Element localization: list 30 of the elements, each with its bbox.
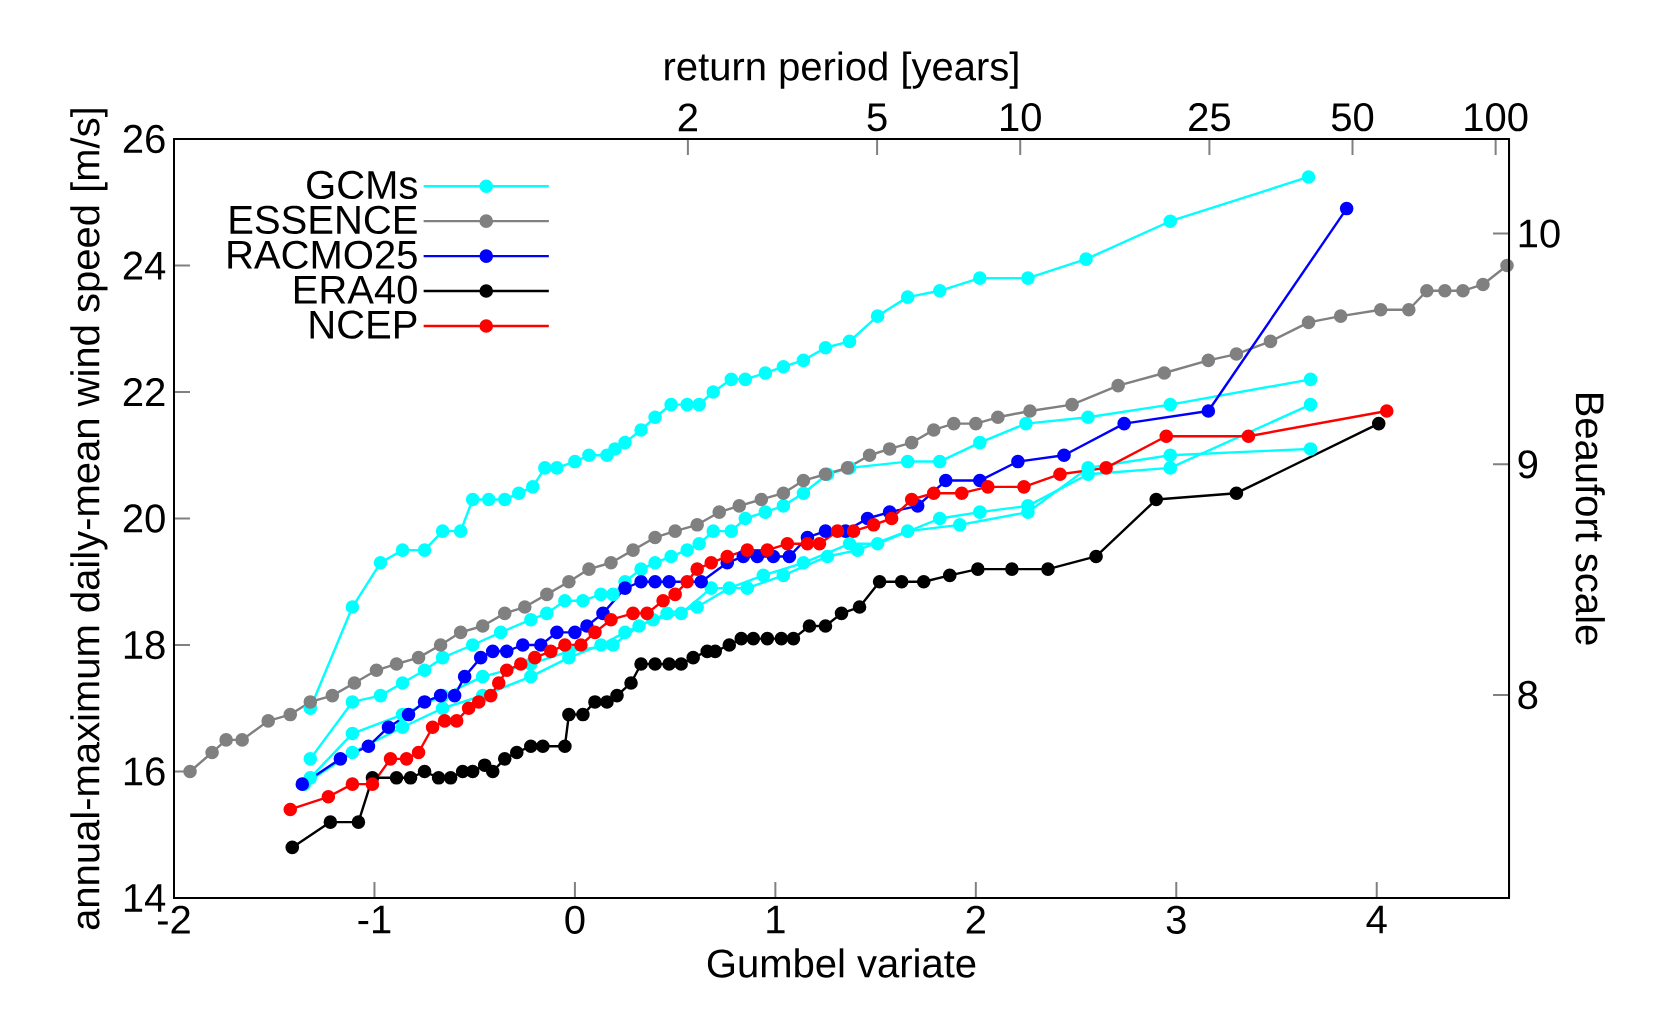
legend-label: NCEP xyxy=(310,310,417,339)
legend-label: ESSENCE xyxy=(230,205,417,234)
x-tick-label: -1 xyxy=(358,905,391,934)
y-tick-label: 16 xyxy=(124,757,165,786)
x-tick-label: 2 xyxy=(966,905,985,934)
y-tick-label: 20 xyxy=(123,504,165,533)
y2-tick-label: 8 xyxy=(1518,680,1538,710)
x2-tick-label: 5 xyxy=(867,103,887,132)
legend-label: ERA40 xyxy=(294,275,417,304)
x2-tick-label: 2 xyxy=(678,103,697,132)
y2-axis-title: Beaufort scale xyxy=(1575,393,1605,645)
x-tick-label: 1 xyxy=(767,905,785,934)
x2-tick-label: 100 xyxy=(1465,103,1528,132)
y-tick-label: 26 xyxy=(123,124,165,154)
y-tick-label: 24 xyxy=(123,251,166,280)
x2-tick-label: 50 xyxy=(1331,103,1374,132)
x2-axis-title: return period [years] xyxy=(665,51,1018,89)
x-tick-label: 3 xyxy=(1166,905,1186,934)
x2-tick-label: 25 xyxy=(1189,103,1230,132)
legend-label: GCMs xyxy=(307,170,417,200)
y-tick-label: 22 xyxy=(123,378,165,406)
x-tick-label: 4 xyxy=(1366,905,1387,934)
x-tick-label: 0 xyxy=(565,905,585,934)
y-tick-label: 18 xyxy=(124,630,165,660)
legend-label: RACMO25 xyxy=(228,240,417,269)
y2-tick-label: 9 xyxy=(1518,450,1538,479)
y2-tick-label: 10 xyxy=(1519,219,1560,248)
x-axis-title: Gumbel variate xyxy=(707,948,976,978)
x2-tick-label: 10 xyxy=(1001,103,1041,132)
y-axis-title: annual-maximum daily-mean wind speed [m/s] xyxy=(70,109,108,930)
